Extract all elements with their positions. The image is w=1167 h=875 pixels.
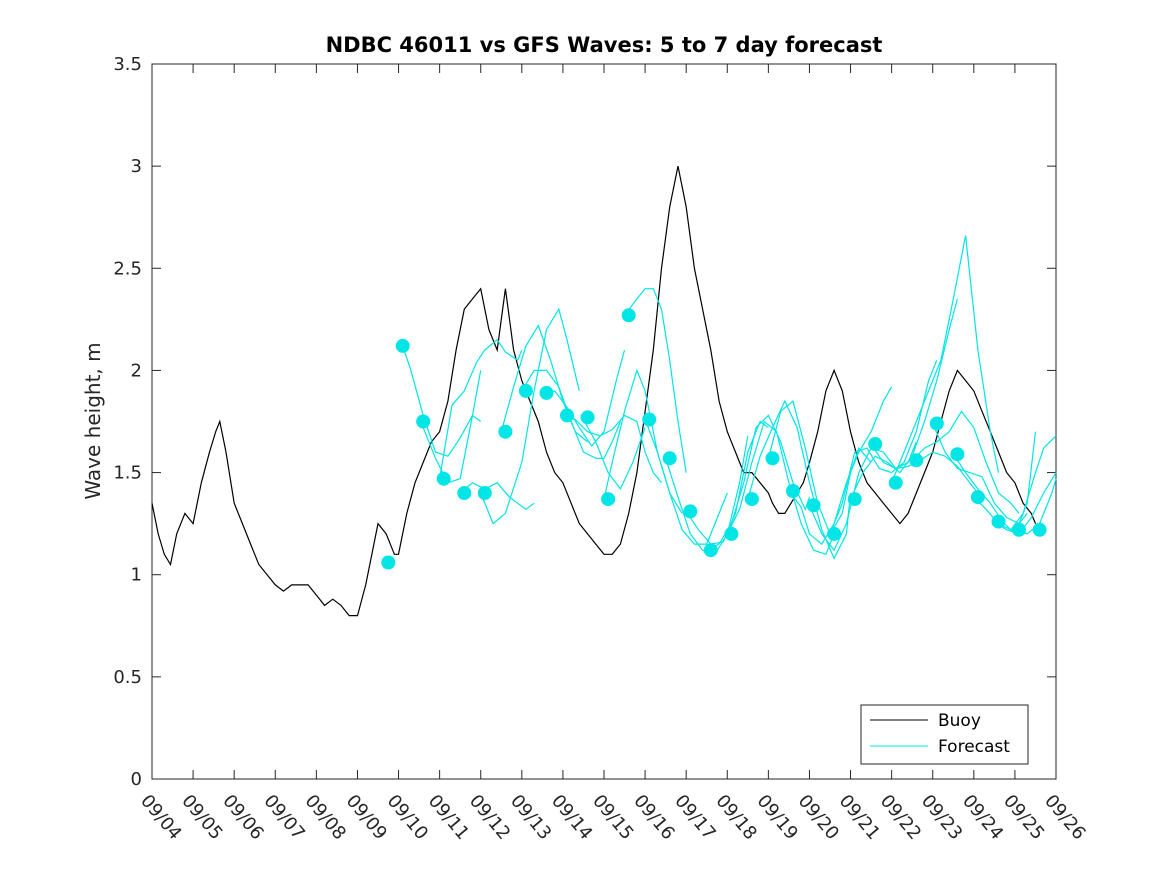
forecast-series-line — [808, 441, 917, 552]
y-tick-label: 0 — [131, 769, 142, 790]
forecast-point — [381, 555, 396, 570]
forecast-point — [888, 475, 903, 490]
forecast-point — [498, 424, 513, 439]
forecast-series-line — [870, 443, 979, 494]
forecast-series-line — [542, 349, 626, 447]
forecast-point — [909, 453, 924, 468]
forecast-point — [744, 492, 759, 507]
forecast-series-line — [624, 288, 687, 473]
forecast-point — [806, 498, 821, 513]
forecast-point — [724, 526, 739, 541]
forecast-point — [518, 383, 533, 398]
forecast-series-line — [911, 410, 1020, 514]
forecast-series-line — [521, 369, 621, 459]
buoy-series-line — [151, 165, 1037, 617]
forecast-series-line — [788, 386, 893, 546]
legend: Buoy Forecast — [860, 704, 1029, 765]
forecast-series-line — [459, 482, 535, 511]
forecast-series-line — [439, 338, 523, 479]
legend-box — [860, 704, 1029, 765]
forecast-point — [395, 338, 410, 353]
forecast-point — [827, 526, 842, 541]
chart-title: NDBC 46011 vs GFS Waves: 5 to 7 day fore… — [326, 33, 883, 57]
y-tick-label: 2 — [131, 360, 142, 381]
forecast-point — [477, 486, 492, 500]
y-tick-label: 1 — [131, 565, 142, 586]
y-tick-label: 3.5 — [113, 54, 142, 75]
forecast-series-line — [582, 419, 646, 491]
forecast-point — [765, 451, 780, 466]
forecast-series-line — [994, 472, 1057, 535]
forecast-series-line — [562, 414, 662, 484]
forecast-series-line — [422, 370, 482, 484]
forecast-series-line — [480, 307, 580, 525]
y-tick-label: 0.5 — [113, 667, 142, 688]
forecast-point — [436, 471, 451, 486]
series-layer — [151, 165, 1057, 617]
forecast-series-line — [726, 420, 835, 556]
forecast-series-line — [932, 423, 1028, 525]
legend-buoy-label: Buoy — [938, 711, 981, 731]
forecast-point — [929, 416, 944, 431]
forecast-series-line — [973, 435, 1057, 531]
forecast-point — [457, 486, 472, 500]
forecast-point — [560, 408, 574, 423]
forecast-series-line — [644, 419, 728, 545]
forecast-point — [621, 308, 636, 323]
forecast-series-line — [767, 400, 872, 536]
forecast-series-line — [402, 345, 482, 457]
forecast-point — [847, 492, 862, 507]
y-tick-label: 1.5 — [113, 463, 142, 484]
forecast-point — [683, 504, 698, 519]
forecast-point — [970, 490, 985, 505]
forecast-point — [642, 412, 657, 427]
forecast-point — [1012, 522, 1026, 537]
forecast-point — [580, 410, 595, 425]
forecast-series-line — [891, 235, 1000, 484]
forecast-point — [703, 543, 718, 558]
forecast-point — [991, 514, 1006, 529]
y-tick-label: 3 — [131, 156, 142, 177]
forecast-point — [786, 484, 800, 498]
forecast-point — [1032, 522, 1047, 537]
y-tick-label: 2.5 — [113, 258, 142, 279]
forecast-point — [662, 451, 677, 466]
forecast-point — [539, 385, 554, 400]
y-axis-label: Wave height, m — [81, 342, 105, 499]
legend-forecast-label: Forecast — [938, 737, 1010, 757]
plot-area — [151, 63, 1057, 780]
forecast-point — [416, 414, 431, 429]
forecast-point — [950, 447, 965, 462]
forecast-series-line — [747, 399, 852, 560]
forecast-point — [601, 492, 616, 507]
forecast-series-line — [849, 298, 958, 500]
forecast-point — [868, 437, 883, 451]
y-axis-ticks: 0 0.5 1 1.5 2 2.5 3 3.5 — [113, 54, 1056, 790]
